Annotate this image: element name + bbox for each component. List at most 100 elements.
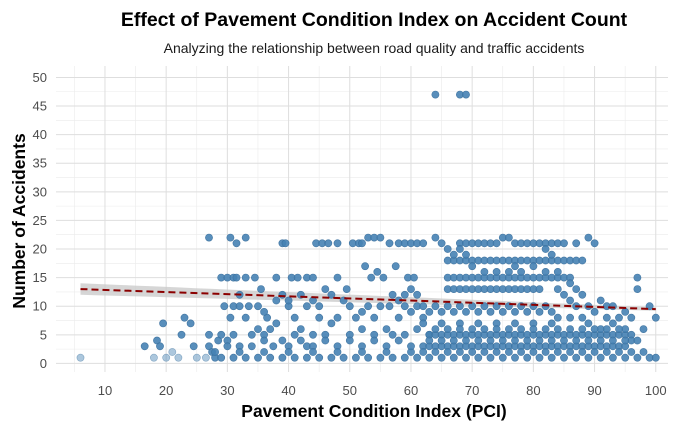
data-point bbox=[504, 325, 513, 333]
data-point bbox=[511, 319, 519, 328]
data-point bbox=[609, 336, 617, 345]
data-point bbox=[400, 330, 409, 339]
data-point bbox=[229, 330, 238, 339]
x-tick-label: 60 bbox=[404, 383, 418, 398]
data-point bbox=[621, 353, 630, 362]
data-point bbox=[480, 348, 489, 356]
data-point bbox=[162, 353, 171, 362]
data-point bbox=[400, 302, 409, 311]
data-points bbox=[76, 90, 660, 362]
data-point bbox=[535, 336, 544, 345]
data-point bbox=[382, 348, 391, 356]
data-point bbox=[517, 348, 525, 356]
data-point bbox=[309, 273, 317, 282]
data-point bbox=[553, 348, 562, 356]
data-point bbox=[272, 296, 281, 305]
data-point bbox=[174, 353, 183, 362]
data-point bbox=[247, 342, 256, 351]
data-point bbox=[232, 273, 241, 282]
y-tick-label: 25 bbox=[33, 213, 47, 228]
data-point bbox=[553, 267, 562, 276]
data-point bbox=[498, 336, 507, 345]
data-point bbox=[407, 342, 415, 351]
y-tick-label: 40 bbox=[33, 127, 47, 142]
y-tick-label: 50 bbox=[33, 70, 47, 85]
data-point bbox=[358, 239, 366, 248]
data-point bbox=[431, 348, 440, 356]
data-point bbox=[226, 233, 235, 242]
data-point bbox=[290, 313, 299, 322]
data-point bbox=[351, 353, 360, 362]
data-point bbox=[266, 353, 275, 362]
data-point bbox=[468, 325, 477, 333]
data-point bbox=[260, 336, 268, 345]
data-point bbox=[217, 330, 226, 339]
data-point bbox=[149, 353, 158, 362]
data-point bbox=[315, 313, 324, 322]
data-point bbox=[413, 353, 421, 362]
data-point bbox=[370, 336, 379, 345]
data-point bbox=[260, 307, 268, 316]
data-point bbox=[241, 313, 250, 322]
data-point bbox=[504, 348, 513, 356]
data-point bbox=[529, 348, 538, 356]
data-point bbox=[293, 273, 302, 282]
data-point bbox=[492, 239, 501, 248]
data-point bbox=[76, 353, 85, 362]
data-point bbox=[449, 336, 458, 345]
data-point bbox=[590, 239, 599, 248]
data-point bbox=[419, 239, 428, 248]
data-point bbox=[431, 302, 440, 311]
data-point bbox=[272, 319, 281, 328]
data-point bbox=[241, 353, 250, 362]
data-point bbox=[205, 330, 213, 339]
data-point bbox=[281, 239, 290, 248]
y-tick-label: 15 bbox=[33, 270, 47, 285]
data-point bbox=[425, 336, 434, 345]
data-point bbox=[189, 342, 198, 351]
data-point bbox=[480, 302, 489, 311]
data-point bbox=[345, 336, 354, 345]
data-point bbox=[621, 336, 630, 345]
data-point bbox=[578, 256, 587, 265]
data-point bbox=[480, 325, 489, 333]
data-point bbox=[241, 273, 250, 282]
data-point bbox=[358, 307, 366, 316]
data-point bbox=[474, 336, 483, 345]
data-point bbox=[486, 307, 495, 316]
data-point bbox=[302, 353, 311, 362]
data-point bbox=[321, 285, 330, 293]
data-point bbox=[511, 336, 519, 345]
data-point bbox=[140, 342, 149, 351]
data-point bbox=[226, 313, 235, 322]
data-point bbox=[566, 279, 574, 288]
data-point bbox=[462, 250, 470, 259]
data-point bbox=[578, 348, 587, 356]
data-point bbox=[177, 330, 186, 339]
data-point bbox=[309, 348, 317, 356]
data-point bbox=[615, 348, 623, 356]
data-point bbox=[492, 348, 501, 356]
y-tick-label: 10 bbox=[33, 299, 47, 314]
data-point bbox=[529, 325, 538, 333]
data-point bbox=[361, 262, 369, 271]
y-tick-label: 45 bbox=[33, 99, 47, 114]
data-point bbox=[410, 273, 418, 282]
data-point bbox=[339, 353, 348, 362]
data-point bbox=[315, 302, 324, 311]
x-tick-label: 100 bbox=[645, 383, 667, 398]
data-point bbox=[560, 290, 568, 299]
data-point bbox=[205, 233, 213, 242]
data-point bbox=[244, 302, 253, 311]
data-point bbox=[633, 336, 642, 345]
data-point bbox=[254, 353, 262, 362]
data-point bbox=[449, 353, 458, 362]
data-point bbox=[651, 313, 660, 322]
data-point bbox=[284, 296, 293, 305]
data-point bbox=[443, 302, 452, 311]
data-point bbox=[321, 336, 330, 345]
data-point bbox=[211, 348, 219, 356]
data-point bbox=[609, 302, 617, 311]
data-point bbox=[324, 239, 333, 248]
data-point bbox=[529, 302, 538, 311]
